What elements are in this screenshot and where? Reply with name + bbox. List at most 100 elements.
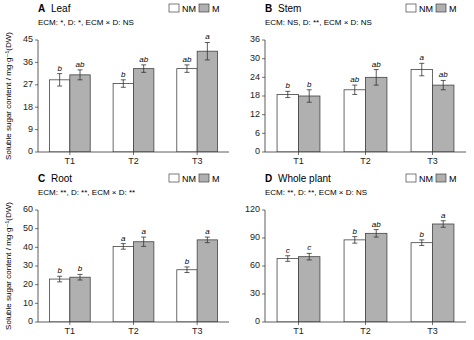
error-bar-cap [141,246,146,247]
error-bar-cap [205,237,210,238]
y-tick-label: 0 [28,146,33,156]
error-bar-cap [57,281,62,282]
x-axis-line [38,152,229,153]
y-tick-label: 0 [255,146,260,156]
y-tick [35,284,38,285]
x-tick [69,322,70,325]
y-tick-label: 18 [250,90,260,100]
x-tick-label: T2 [360,326,371,336]
error-bar-cap [121,249,126,250]
y-tick-label: 36 [250,34,260,44]
y-tick-label: 30 [23,260,33,270]
error-bar-cap [141,237,146,238]
bar [197,51,217,152]
bar [366,233,387,322]
y-axis-line [265,210,266,322]
panel: CRootECM: **, D: **, ECM × D: **NMMSolub… [4,173,229,336]
significance-label: b [185,257,190,266]
y-tick-label: 0 [28,316,33,326]
error-bar-cap [441,227,446,228]
x-axis-line [265,322,466,323]
significance-label: b [78,264,83,273]
bar [411,243,432,322]
y-tick-label: 50 [23,223,33,233]
error-bar-stem [354,85,355,94]
error-bar-cap [57,86,62,87]
error-bar-cap [121,243,126,244]
panel-subtitle: ECM: **, D: **, ECM × D: NS [265,188,367,197]
panel-title: Stem [278,3,301,14]
legend-swatch [406,4,416,12]
y-tick-label: 18 [23,102,33,112]
error-bar-cap [352,85,357,86]
x-tick [432,322,433,325]
error-bar-cap [78,69,83,70]
error-bar-stem [80,70,81,80]
x-tick [365,322,366,325]
y-tick-label: 40 [23,242,33,252]
bar [113,246,133,322]
error-bar-stem [80,274,81,280]
panel-label: D [265,173,272,184]
panel-title: Root [51,173,72,184]
legend-swatch [169,174,179,182]
y-tick [35,322,38,323]
error-bar [441,221,446,228]
significance-label: ab [139,55,148,64]
y-tick [35,210,38,211]
y-tick [262,152,265,153]
legend-label: NM [419,4,433,14]
error-bar-stem [287,256,288,262]
error-bar-cap [121,79,126,80]
error-bar-cap [419,239,424,240]
bar [433,224,454,322]
error-bar [352,237,357,244]
bar [70,75,90,152]
legend: NMM [169,174,220,184]
figure: ALeafECM: *, D: *, ECM × D: NSNMMSoluble… [0,0,474,340]
legend-label: NM [419,174,433,184]
x-axis-line [38,322,229,323]
bar [299,257,320,322]
error-bar-stem [309,90,310,102]
x-tick-label: T1 [293,156,304,166]
error-bar-stem [186,267,187,273]
significance-label: a [121,234,126,243]
legend-label: M [212,174,220,184]
y-tick-label: 120 [245,204,260,214]
error-bar-cap [374,85,379,86]
significance-label: b [121,70,126,79]
y-tick [262,133,265,134]
error-bar-stem [421,63,422,75]
error-bar-cap [184,72,189,73]
bar [277,259,298,322]
error-bar [141,237,146,246]
error-bar-stem [143,65,144,72]
y-tick [35,129,38,130]
error-bar-stem [287,91,288,97]
legend-swatch [406,174,416,182]
y-tick [35,228,38,229]
error-bar-cap [441,89,446,90]
y-axis-label: Soluble sugar content / mg·g⁻¹(DW) [4,32,13,160]
legend: NMM [169,4,220,14]
plot-area [277,63,454,152]
y-tick-label: 45 [23,34,33,44]
significance-label: c [286,246,290,255]
error-bar-cap [121,87,126,88]
y-tick [262,77,265,78]
error-bar [419,63,424,75]
legend-label: M [449,4,457,14]
y-tick-label: 12 [250,109,260,119]
bar [177,69,197,152]
error-bar-cap [307,102,312,103]
error-bar-cap [78,79,83,80]
y-tick [262,96,265,97]
error-bar-cap [285,261,290,262]
panel-title: Leaf [51,3,71,14]
error-bar-stem [143,237,144,246]
y-tick [262,238,265,239]
panel: DWhole plantECM: **, D: **, ECM × D: NSN… [245,173,466,336]
error-bar-cap [374,69,379,70]
x-tick [197,322,198,325]
